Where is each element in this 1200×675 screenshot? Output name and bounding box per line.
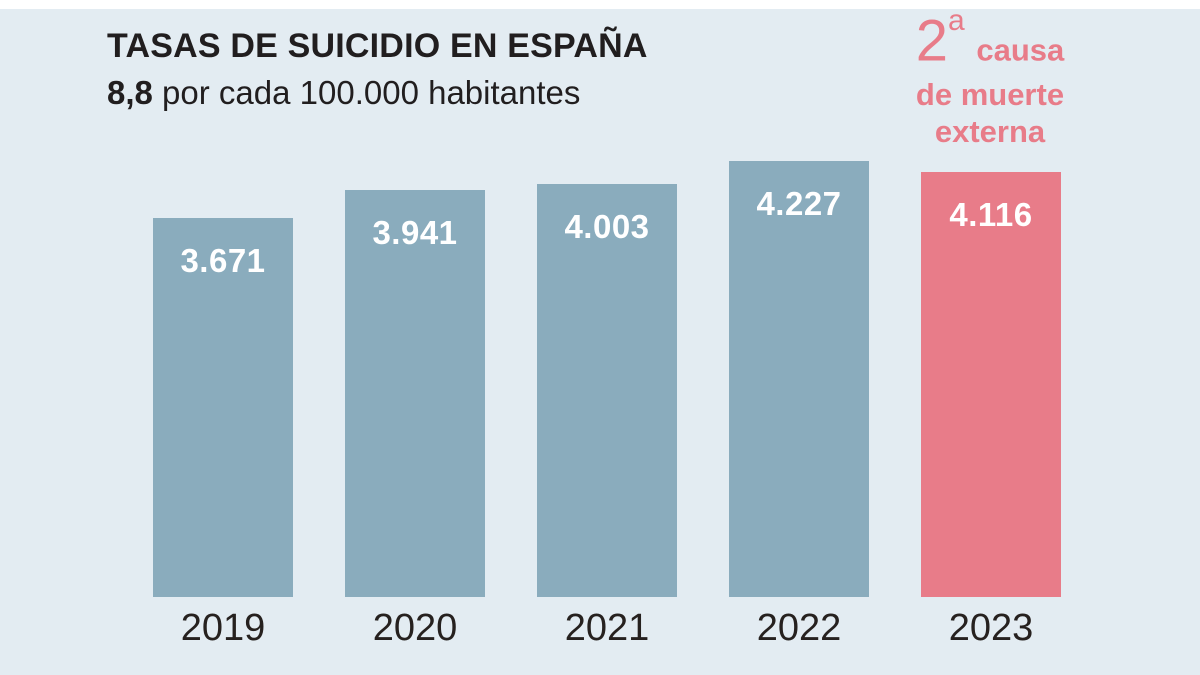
x-axis-label-2021: 2021	[564, 607, 650, 649]
annotation-ordinal: a	[948, 4, 965, 37]
annotation-line-3: externa	[934, 114, 1046, 150]
bar-value-label-2023: 4.116	[949, 196, 1033, 233]
bar-value-label-2019: 3.671	[180, 242, 266, 279]
chart-title: TASAS DE SUICIDIO EN ESPAÑA	[107, 27, 648, 65]
x-axis-label-2023: 2023	[948, 607, 1034, 649]
annotation-line-1: 2a causa	[868, 4, 1112, 76]
x-axis-label-2022: 2022	[756, 607, 842, 649]
x-axis-label-2020: 2020	[372, 607, 458, 649]
bar-2019: 3.671	[153, 218, 293, 597]
annotation-number: 2	[915, 8, 949, 74]
x-axis-label-2019: 2019	[180, 607, 266, 649]
bar-2023: 4.116	[921, 172, 1061, 597]
top-strip	[0, 0, 1200, 9]
bar-2020: 3.941	[345, 190, 485, 597]
annotation-line-2: de muerte	[915, 77, 1065, 113]
subtitle-rate-value: 8,8	[107, 74, 153, 111]
bar-value-label-2020: 3.941	[372, 214, 458, 251]
bar-value-label-2022: 4.227	[756, 185, 842, 222]
subtitle-rate-unit: por cada 100.000 habitantes	[152, 74, 581, 111]
chart-subtitle: 8,8 por cada 100.000 habitantes	[107, 76, 580, 109]
annotation-word-causa: causa	[967, 32, 1065, 68]
annotation-second-cause: 2a causa de muerte externa	[868, 4, 1112, 150]
bar-value-label-2021: 4.003	[564, 208, 650, 245]
bar-2021: 4.003	[537, 184, 677, 597]
bar-2022: 4.227	[729, 161, 869, 597]
